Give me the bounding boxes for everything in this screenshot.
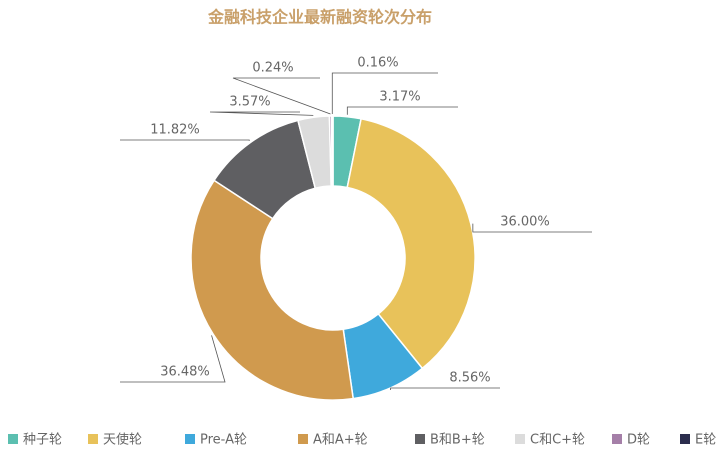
legend-label: B和B+轮 bbox=[430, 433, 485, 448]
leader-line bbox=[390, 387, 500, 390]
data-label: 0.16% bbox=[357, 56, 398, 71]
legend-swatch bbox=[185, 434, 195, 444]
leader-line bbox=[120, 335, 226, 383]
legend-swatch bbox=[612, 434, 622, 444]
legend-swatch bbox=[680, 434, 690, 444]
legend-swatch bbox=[515, 434, 525, 444]
leader-line bbox=[472, 223, 592, 233]
leader-line bbox=[346, 106, 458, 115]
data-label: 36.48% bbox=[160, 365, 210, 380]
donut-slice bbox=[330, 115, 334, 187]
data-label: 0.24% bbox=[252, 61, 293, 76]
donut-slice bbox=[190, 179, 355, 401]
leader-line bbox=[232, 77, 331, 115]
data-label: 3.57% bbox=[229, 95, 270, 110]
legend-label: 天使轮 bbox=[103, 432, 142, 448]
leader-line bbox=[120, 139, 250, 141]
legend-swatch bbox=[298, 434, 308, 444]
data-label: 8.56% bbox=[449, 371, 490, 386]
donut-slice bbox=[346, 117, 476, 370]
legend-label: 种子轮 bbox=[23, 433, 62, 448]
data-label: 11.82% bbox=[150, 123, 200, 138]
data-label: 3.17% bbox=[379, 90, 420, 105]
legend-swatch bbox=[8, 434, 18, 444]
legend-label: C和C+轮 bbox=[530, 433, 585, 448]
legend-swatch bbox=[88, 434, 98, 444]
legend-label: A和A+轮 bbox=[313, 433, 368, 448]
leader-line bbox=[331, 72, 438, 115]
leader-line bbox=[209, 111, 314, 116]
legend-label: E轮 bbox=[695, 433, 716, 448]
chart-title: 金融科技企业最新融资轮次分布 bbox=[207, 8, 432, 27]
legend-label: D轮 bbox=[627, 433, 650, 448]
legend-label: Pre-A轮 bbox=[200, 433, 247, 448]
legend-swatch bbox=[415, 434, 425, 444]
data-label: 36.00% bbox=[500, 215, 550, 230]
